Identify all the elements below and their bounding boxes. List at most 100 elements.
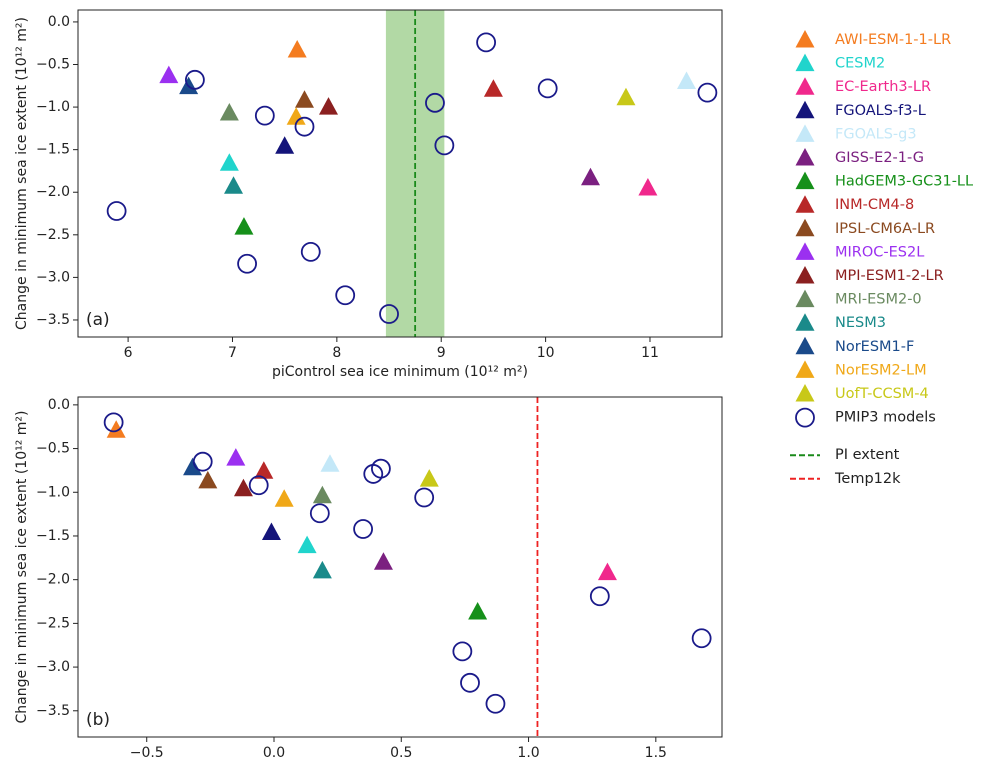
y-axis-label: Change in minimum sea ice extent (10¹² m…: [14, 17, 30, 330]
point: [483, 79, 503, 97]
legend-label: PI extent: [835, 447, 900, 463]
x-tick-label: 0.5: [390, 745, 412, 761]
plot-frame: [77, 9, 723, 338]
point: [159, 65, 179, 84]
x-tick-label: 9: [437, 345, 446, 361]
point: [414, 487, 435, 508]
legend-label: INM-CM4-8: [835, 197, 914, 213]
point: [219, 153, 239, 171]
x-tick-label: 1.0: [517, 745, 539, 761]
point: [580, 167, 600, 186]
point: [233, 478, 253, 497]
point: [537, 78, 558, 99]
legend-marker: [795, 336, 815, 355]
point: [294, 116, 315, 137]
legend-label: GISS-E2-1-G: [835, 150, 924, 166]
point: [677, 71, 697, 90]
point: [106, 201, 127, 221]
y-tick-label: −1.0: [36, 484, 70, 500]
point: [597, 562, 617, 581]
legend-marker: [795, 218, 815, 237]
point: [198, 470, 218, 489]
legend-label: FGOALS-g3: [835, 126, 917, 142]
legend-label: FGOALS-f3-L: [835, 103, 926, 119]
point: [691, 628, 712, 649]
x-tick-label: 11: [641, 345, 659, 361]
y-tick-label: −2.0: [36, 572, 70, 588]
point: [320, 454, 340, 472]
legend-marker: [795, 242, 815, 260]
legend-marker: [795, 384, 815, 402]
legend-marker: [795, 266, 815, 284]
legend-marker: [795, 313, 815, 331]
y-tick-label: −2.5: [36, 615, 70, 631]
legend-marker: [795, 53, 815, 72]
point: [485, 693, 506, 714]
legend-marker: [795, 124, 815, 142]
legend-label: Temp12k: [834, 471, 901, 487]
point: [363, 464, 384, 484]
y-tick-label: −3.5: [36, 312, 70, 328]
legend-label: NorESM2-LM: [835, 362, 927, 378]
point: [192, 451, 213, 472]
point: [261, 522, 281, 540]
legend-label: HadGEM3-GC31-LL: [835, 174, 973, 190]
y-tick-label: −0.5: [36, 441, 70, 457]
point: [616, 87, 636, 106]
point: [274, 489, 294, 507]
point: [224, 176, 244, 194]
legend-marker: [795, 195, 815, 213]
point: [297, 535, 317, 554]
plot-frame: [77, 396, 723, 738]
legend-label: EC-Earth3-LR: [835, 79, 931, 95]
y-tick-label: −1.5: [36, 528, 70, 544]
point: [254, 461, 274, 479]
point: [419, 469, 439, 487]
point: [319, 97, 339, 115]
point: [468, 602, 488, 620]
y-tick-label: −2.5: [36, 227, 70, 243]
x-tick-label: 10: [537, 345, 555, 361]
legend-label: MPI-ESM1-2-LR: [835, 268, 944, 284]
point: [275, 136, 295, 154]
point: [106, 420, 126, 438]
legend-marker: [795, 77, 815, 95]
legend-label: CESM2: [835, 56, 885, 72]
legend-marker: [795, 289, 815, 308]
point: [219, 103, 239, 121]
point: [312, 485, 332, 504]
point: [237, 253, 257, 274]
legend-label: PMIP3 models: [835, 410, 936, 426]
point: [300, 241, 321, 262]
y-tick-label: 0.0: [48, 14, 70, 30]
x-tick-label: 7: [228, 345, 237, 361]
point: [103, 412, 124, 433]
point: [379, 304, 399, 324]
x-tick-label: 0.0: [263, 745, 285, 761]
y-tick-label: −1.5: [36, 142, 70, 158]
point: [353, 519, 373, 539]
point: [254, 105, 275, 126]
legend-label: IPSL-CM6A-LR: [835, 221, 935, 237]
legend-label: MRI-ESM2-0: [835, 292, 922, 308]
y-tick-label: −2.0: [36, 184, 70, 200]
point: [183, 457, 203, 476]
point: [309, 503, 330, 524]
legend-marker: [795, 100, 815, 119]
legend-marker: [795, 171, 815, 190]
point: [312, 560, 332, 579]
point: [248, 475, 269, 496]
y-tick-label: 0.0: [48, 397, 70, 413]
point: [425, 92, 445, 113]
point: [294, 90, 314, 108]
legend-label: NorESM1-F: [835, 339, 914, 355]
point: [185, 69, 205, 90]
legend-marker: [795, 407, 815, 428]
x-tick-label: −0.5: [130, 745, 164, 761]
point: [476, 32, 497, 53]
y-tick-label: −3.5: [36, 703, 70, 719]
legend-marker: [795, 360, 815, 378]
y-tick-label: −1.0: [36, 99, 70, 115]
